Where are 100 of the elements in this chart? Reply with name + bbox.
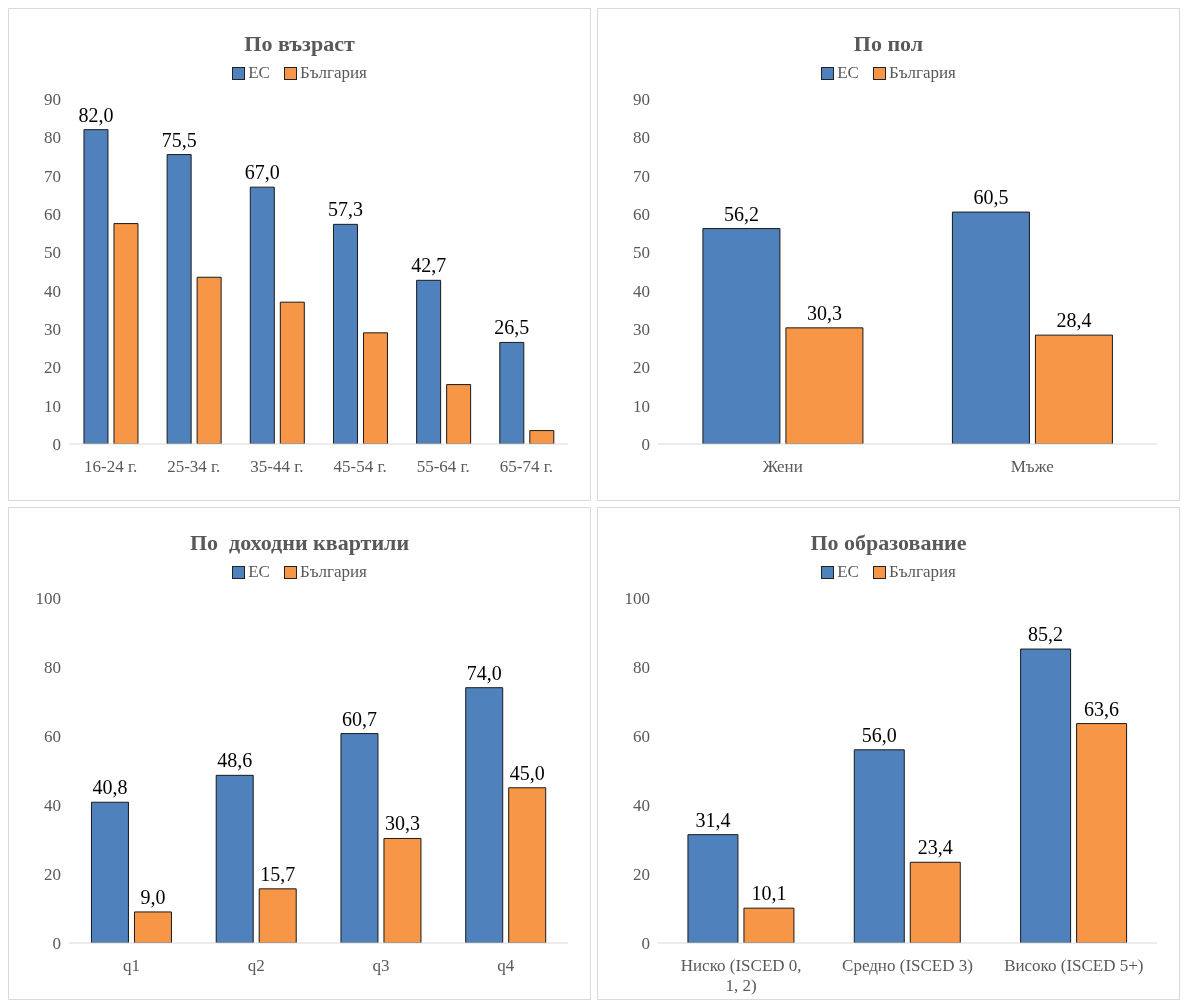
- bar: [258, 888, 297, 943]
- y-tick-label: 80: [633, 658, 650, 678]
- data-label: 57,3: [327, 198, 363, 221]
- y-tick-label: 40: [44, 796, 61, 816]
- bar: [785, 327, 864, 444]
- y-tick-label: 20: [44, 358, 61, 378]
- bar: [340, 733, 379, 943]
- bar: [702, 228, 781, 444]
- y-tick-label: 30: [44, 320, 61, 340]
- legend-label: България: [298, 63, 367, 83]
- bar: [951, 211, 1030, 444]
- legend-label: ЕС: [247, 63, 270, 83]
- data-label: 82,0: [78, 103, 114, 126]
- x-tick-label: 25-34 г.: [167, 457, 221, 476]
- y-tick-label: 40: [633, 281, 650, 301]
- data-label: 45,0: [509, 761, 545, 784]
- data-label: 30,3: [806, 301, 842, 324]
- x-tick-label: 35-44 г.: [250, 457, 304, 476]
- data-label: 56,0: [861, 723, 897, 746]
- x-tick-label: 55-64 г.: [416, 457, 470, 476]
- y-tick-label: 30: [633, 320, 650, 340]
- bar: [529, 430, 555, 444]
- y-tick-label: 20: [44, 865, 61, 885]
- bar: [465, 687, 504, 943]
- x-tick-label: q3: [372, 956, 390, 975]
- data-label: 31,4: [695, 808, 731, 831]
- x-tick-label: Жени: [762, 457, 803, 476]
- bar: [743, 907, 795, 943]
- data-label: 48,6: [217, 749, 253, 772]
- data-label: 56,2: [723, 202, 759, 225]
- data-label: 60,5: [973, 186, 1009, 209]
- y-tick-label: 90: [633, 90, 650, 110]
- y-tick-label: 60: [44, 205, 61, 225]
- data-label: 15,7: [260, 862, 296, 885]
- y-tick-label: 50: [633, 243, 650, 263]
- x-tick-label: q4: [497, 956, 515, 975]
- y-tick-label: 60: [633, 727, 650, 747]
- y-tick-label: 90: [44, 90, 61, 110]
- bar: [853, 749, 905, 943]
- data-label: 42,7: [411, 254, 447, 277]
- data-label: 60,7: [341, 707, 377, 730]
- bar: [508, 787, 547, 943]
- bar: [446, 384, 472, 444]
- y-tick-label: 10: [44, 396, 61, 416]
- bar: [383, 837, 422, 943]
- y-tick-label: 80: [633, 128, 650, 148]
- x-tick-label: 16-24 г.: [83, 457, 138, 476]
- bar: [90, 801, 129, 943]
- bar: [279, 301, 305, 444]
- legend-label: България: [887, 562, 956, 582]
- x-tick-label: q2: [247, 956, 265, 975]
- x-tick-label: Високо (ISCED 5+): [1004, 956, 1144, 975]
- y-tick-label: 0: [52, 934, 61, 954]
- legend-label: България: [298, 562, 367, 582]
- y-tick-label: 20: [633, 865, 650, 885]
- chart-title: По образование: [809, 530, 968, 556]
- bar: [215, 774, 254, 943]
- legend-label: ЕС: [247, 562, 270, 582]
- bar: [133, 911, 172, 943]
- y-tick-label: 40: [633, 796, 650, 816]
- bar: [416, 279, 442, 444]
- bar: [499, 341, 525, 444]
- data-label: 23,4: [917, 836, 953, 859]
- y-tick-label: 70: [633, 166, 650, 186]
- y-tick-label: 60: [633, 205, 650, 225]
- y-tick-label: 100: [35, 589, 61, 609]
- data-label: 40,8: [92, 776, 128, 799]
- legend-label: ЕС: [836, 63, 859, 83]
- data-label: 74,0: [466, 661, 502, 684]
- data-label: 26,5: [494, 316, 530, 339]
- x-tick-label: Ниско (ISCED 0, 1, 2): [680, 956, 802, 995]
- data-label: 9,0: [140, 885, 166, 908]
- y-tick-label: 60: [44, 727, 61, 747]
- data-label: 28,4: [1056, 309, 1092, 332]
- bar: [196, 276, 222, 444]
- y-tick-label: 100: [624, 589, 650, 609]
- bar: [909, 861, 961, 943]
- bar: [166, 154, 192, 444]
- y-tick-label: 0: [641, 435, 650, 455]
- x-tick-label: Средно (ISCED 3): [842, 956, 973, 975]
- y-tick-label: 70: [44, 166, 61, 186]
- bar: [113, 223, 139, 444]
- bar: [249, 186, 275, 444]
- data-label: 30,3: [384, 812, 420, 835]
- y-tick-label: 50: [44, 243, 61, 263]
- data-label: 67,0: [244, 161, 280, 184]
- x-tick-label: 45-54 г.: [333, 457, 387, 476]
- bar: [362, 332, 388, 444]
- x-tick-label: Мъже: [1010, 457, 1054, 476]
- data-label: 63,6: [1084, 697, 1120, 720]
- legend-label: България: [887, 63, 956, 83]
- y-tick-label: 0: [641, 934, 650, 954]
- y-tick-label: 20: [633, 358, 650, 378]
- x-tick-label: q1: [122, 956, 140, 975]
- chart-title: По доходни квартили: [188, 530, 411, 556]
- chart-title: По пол: [852, 31, 925, 57]
- y-tick-label: 40: [44, 281, 61, 301]
- y-tick-label: 80: [44, 128, 61, 148]
- bar: [1034, 334, 1113, 444]
- bar: [1076, 723, 1128, 943]
